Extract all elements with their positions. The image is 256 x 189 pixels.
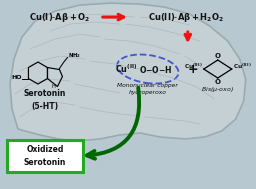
Text: H: H: [51, 84, 55, 89]
Text: Cu$^{\mathbf{(II)}}$: Cu$^{\mathbf{(II)}}$: [115, 63, 137, 75]
FancyBboxPatch shape: [7, 140, 83, 172]
Text: $\mathbf{Cu(II)\text{-}A\beta + H_2O_2}$: $\mathbf{Cu(II)\text{-}A\beta + H_2O_2}$: [148, 11, 224, 24]
Text: Mononuclear copper
hydroperoxo: Mononuclear copper hydroperoxo: [118, 83, 178, 95]
Text: O: O: [215, 79, 221, 85]
Text: Cu$^{\mathbf{(III)}}$: Cu$^{\mathbf{(III)}}$: [233, 61, 251, 71]
Text: +: +: [187, 63, 198, 76]
Text: Cu$^{\mathbf{(III)}}$: Cu$^{\mathbf{(III)}}$: [184, 61, 203, 71]
Text: $\mathbf{O{-}O{-}H}$: $\mathbf{O{-}O{-}H}$: [139, 64, 173, 74]
Text: Serotonin
(5-HT): Serotonin (5-HT): [24, 89, 66, 111]
Text: O: O: [215, 53, 221, 59]
Text: $\mathbf{NH_2}$: $\mathbf{NH_2}$: [68, 51, 82, 60]
Polygon shape: [10, 3, 246, 141]
Text: $\mathbf{Cu(I)\text{-}A\beta + O_2}$: $\mathbf{Cu(I)\text{-}A\beta + O_2}$: [29, 11, 91, 24]
Text: Oxidized
Serotonin: Oxidized Serotonin: [24, 145, 66, 167]
Text: Bis($\mu$-oxo): Bis($\mu$-oxo): [201, 84, 234, 94]
Text: HO: HO: [11, 75, 22, 80]
